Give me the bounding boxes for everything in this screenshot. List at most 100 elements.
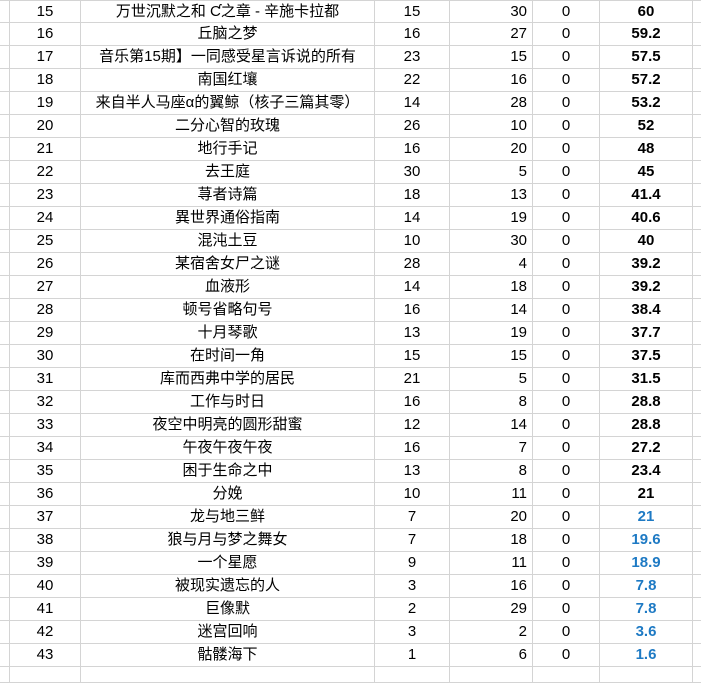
title-cell[interactable]: 工作与时日 (81, 391, 375, 414)
title-cell[interactable]: 库而西弗中学的居民 (81, 368, 375, 391)
value3-cell[interactable]: 0 (533, 161, 600, 184)
cell-left-edge[interactable] (0, 667, 10, 683)
row-number-cell[interactable]: 24 (10, 207, 81, 230)
row-number-cell[interactable]: 35 (10, 460, 81, 483)
score-cell[interactable]: 39.2 (600, 276, 693, 299)
row-number-cell[interactable]: 27 (10, 276, 81, 299)
value3-cell[interactable]: 0 (533, 598, 600, 621)
cell-right-edge[interactable] (693, 23, 701, 46)
value1-cell[interactable]: 18 (375, 184, 450, 207)
score-cell[interactable]: 59.2 (600, 23, 693, 46)
value3-cell[interactable]: 0 (533, 253, 600, 276)
value2-cell[interactable]: 14 (450, 299, 533, 322)
row-number-cell[interactable]: 31 (10, 368, 81, 391)
title-cell[interactable]: 午夜午夜午夜 (81, 437, 375, 460)
value2-cell[interactable]: 16 (450, 69, 533, 92)
score-cell[interactable]: 28.8 (600, 391, 693, 414)
value1-cell[interactable]: 7 (375, 529, 450, 552)
value3-cell[interactable]: 0 (533, 552, 600, 575)
value3-cell[interactable]: 0 (533, 138, 600, 161)
row-number-cell[interactable]: 39 (10, 552, 81, 575)
cell-right-edge[interactable] (693, 575, 701, 598)
score-cell[interactable]: 45 (600, 161, 693, 184)
cell-right-edge[interactable] (693, 230, 701, 253)
value1-cell[interactable]: 10 (375, 483, 450, 506)
value2-cell[interactable]: 16 (450, 575, 533, 598)
value1-cell[interactable]: 16 (375, 391, 450, 414)
score-cell[interactable]: 60 (600, 0, 693, 23)
value3-cell[interactable]: 0 (533, 23, 600, 46)
score-cell[interactable]: 1.6 (600, 644, 693, 667)
row-number-cell[interactable] (10, 667, 81, 683)
cell-left-edge[interactable] (0, 621, 10, 644)
row-number-cell[interactable]: 16 (10, 23, 81, 46)
value1-cell[interactable]: 10 (375, 230, 450, 253)
value1-cell[interactable]: 7 (375, 506, 450, 529)
value1-cell[interactable]: 12 (375, 414, 450, 437)
score-cell[interactable]: 40 (600, 230, 693, 253)
cell-right-edge[interactable] (693, 621, 701, 644)
value1-cell[interactable]: 3 (375, 621, 450, 644)
score-cell[interactable]: 52 (600, 115, 693, 138)
value1-cell[interactable]: 15 (375, 345, 450, 368)
cell-left-edge[interactable] (0, 644, 10, 667)
cell-right-edge[interactable] (693, 253, 701, 276)
cell-right-edge[interactable] (693, 483, 701, 506)
value2-cell[interactable]: 14 (450, 414, 533, 437)
value2-cell[interactable]: 2 (450, 621, 533, 644)
row-number-cell[interactable]: 33 (10, 414, 81, 437)
cell-right-edge[interactable] (693, 69, 701, 92)
title-cell[interactable]: 十月琴歌 (81, 322, 375, 345)
cell-left-edge[interactable] (0, 345, 10, 368)
title-cell[interactable]: 骷髅海下 (81, 644, 375, 667)
cell-right-edge[interactable] (693, 161, 701, 184)
value3-cell[interactable]: 0 (533, 460, 600, 483)
value1-cell[interactable]: 16 (375, 437, 450, 460)
score-cell[interactable]: 23.4 (600, 460, 693, 483)
cell-left-edge[interactable] (0, 552, 10, 575)
cell-right-edge[interactable] (693, 184, 701, 207)
value3-cell[interactable]: 0 (533, 483, 600, 506)
cell-left-edge[interactable] (0, 230, 10, 253)
score-cell[interactable]: 28.8 (600, 414, 693, 437)
value3-cell[interactable]: 0 (533, 299, 600, 322)
cell-right-edge[interactable] (693, 299, 701, 322)
value2-cell[interactable]: 15 (450, 46, 533, 69)
score-cell[interactable]: 37.5 (600, 345, 693, 368)
title-cell[interactable]: 去王庭 (81, 161, 375, 184)
row-number-cell[interactable]: 26 (10, 253, 81, 276)
score-cell[interactable]: 7.8 (600, 575, 693, 598)
cell-right-edge[interactable] (693, 598, 701, 621)
value3-cell[interactable]: 0 (533, 230, 600, 253)
value1-cell[interactable]: 3 (375, 575, 450, 598)
cell-right-edge[interactable] (693, 46, 701, 69)
value3-cell[interactable]: 0 (533, 184, 600, 207)
title-cell[interactable]: 地行手记 (81, 138, 375, 161)
cell-left-edge[interactable] (0, 598, 10, 621)
title-cell[interactable]: 迷宫回响 (81, 621, 375, 644)
cell-left-edge[interactable] (0, 391, 10, 414)
value2-cell[interactable]: 4 (450, 253, 533, 276)
value2-cell[interactable]: 18 (450, 276, 533, 299)
cell-right-edge[interactable] (693, 207, 701, 230)
value1-cell[interactable]: 28 (375, 253, 450, 276)
value2-cell[interactable]: 28 (450, 92, 533, 115)
value2-cell[interactable]: 10 (450, 115, 533, 138)
value1-cell[interactable]: 2 (375, 598, 450, 621)
cell-right-edge[interactable] (693, 115, 701, 138)
value3-cell[interactable]: 0 (533, 276, 600, 299)
title-cell[interactable] (81, 667, 375, 683)
value1-cell[interactable]: 14 (375, 276, 450, 299)
cell-right-edge[interactable] (693, 322, 701, 345)
cell-left-edge[interactable] (0, 138, 10, 161)
value2-cell[interactable]: 20 (450, 506, 533, 529)
cell-left-edge[interactable] (0, 253, 10, 276)
value3-cell[interactable]: 0 (533, 92, 600, 115)
value3-cell[interactable]: 0 (533, 506, 600, 529)
value1-cell[interactable]: 30 (375, 161, 450, 184)
title-cell[interactable]: 一个星愿 (81, 552, 375, 575)
cell-right-edge[interactable] (693, 529, 701, 552)
row-number-cell[interactable]: 42 (10, 621, 81, 644)
cell-left-edge[interactable] (0, 0, 10, 23)
row-number-cell[interactable]: 32 (10, 391, 81, 414)
